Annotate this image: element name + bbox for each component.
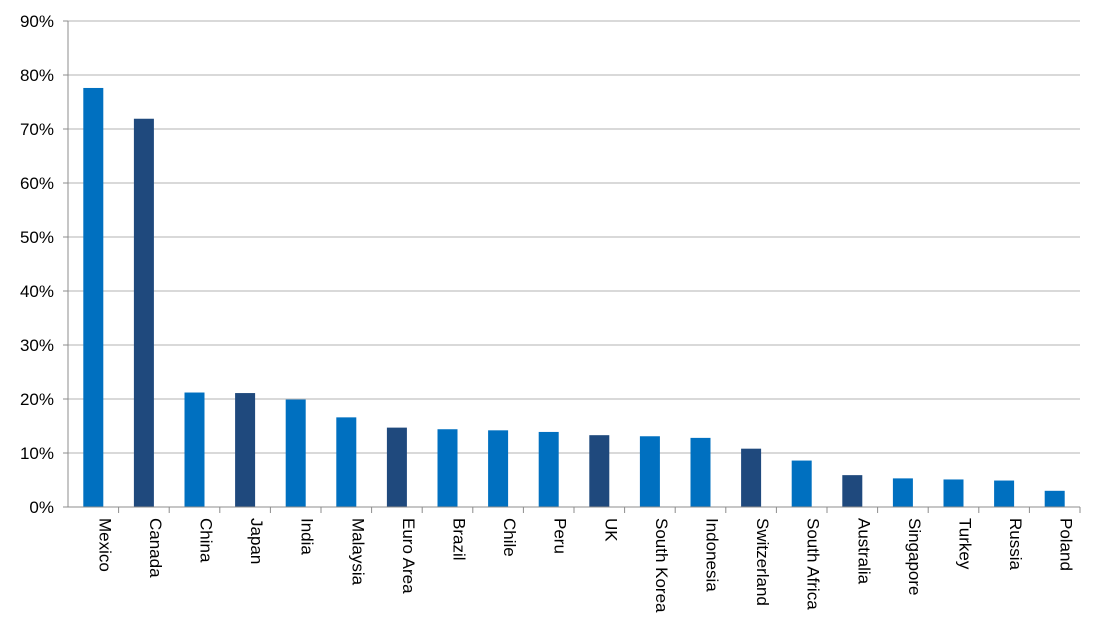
bar-china: [184, 392, 205, 507]
bar-canada: [133, 118, 154, 508]
x-tick-label: Turkey: [956, 518, 975, 570]
y-tick-label: 0%: [29, 498, 54, 517]
y-tick-label: 40%: [20, 282, 54, 301]
bar-indonesia: [690, 437, 711, 507]
bar-japan: [235, 393, 256, 507]
x-tick-label: Australia: [854, 518, 873, 585]
bar-south-africa: [791, 460, 812, 507]
bar-malaysia: [336, 417, 357, 507]
bar-euro-area: [386, 427, 407, 507]
bar-peru: [538, 431, 559, 507]
x-tick-label: Peru: [551, 518, 570, 554]
y-tick-label: 10%: [20, 444, 54, 463]
x-tick-label: Switzerland: [753, 518, 772, 606]
x-tick-label: Indonesia: [703, 518, 722, 592]
x-tick-label: Euro Area: [399, 518, 418, 594]
bar-switzerland: [741, 448, 762, 507]
y-tick-label: 60%: [20, 174, 54, 193]
bar-singapore: [892, 478, 913, 507]
y-tick-label: 50%: [20, 228, 54, 247]
bar-south-korea: [639, 436, 660, 507]
x-tick-label: Canada: [146, 518, 165, 578]
x-tick-label: Malaysia: [348, 518, 367, 586]
y-tick-label: 80%: [20, 66, 54, 85]
bar-russia: [994, 480, 1015, 507]
x-tick-label: Poland: [1057, 518, 1076, 571]
bar-uk: [589, 435, 610, 507]
x-tick-label: Singapore: [905, 518, 924, 596]
x-tick-label: Mexico: [95, 518, 114, 572]
x-tick-label: India: [298, 518, 317, 555]
bar-brazil: [437, 429, 458, 507]
x-tick-label: UK: [601, 518, 620, 542]
x-tick-label: South Korea: [652, 518, 671, 613]
x-tick-label: Russia: [1006, 518, 1025, 571]
axes: [67, 21, 1080, 508]
y-axis-tick-labels: 0% 10% 20% 30% 40% 50% 60% 70% 80% 90%: [20, 12, 54, 517]
x-tick-label: Brazil: [450, 518, 469, 561]
y-tick-label: 20%: [20, 390, 54, 409]
bars: [83, 87, 1065, 508]
x-tick-label: Japan: [247, 518, 266, 564]
y-tick-label: 90%: [20, 12, 54, 31]
x-tick-label: China: [197, 518, 216, 563]
bar-australia: [842, 475, 863, 507]
bar-poland: [1044, 490, 1065, 507]
bar-india: [285, 399, 306, 507]
gridlines: [63, 20, 1081, 513]
bar-mexico: [83, 87, 104, 508]
x-tick-label: South Africa: [804, 518, 823, 610]
y-tick-label: 70%: [20, 120, 54, 139]
y-tick-label: 30%: [20, 336, 54, 355]
x-axis-tick-labels: Mexico Canada China Japan India Malaysia Euro …: [95, 518, 1075, 613]
x-tick-label: Chile: [500, 518, 519, 557]
bar-turkey: [943, 479, 964, 507]
bar-chile: [488, 430, 509, 507]
